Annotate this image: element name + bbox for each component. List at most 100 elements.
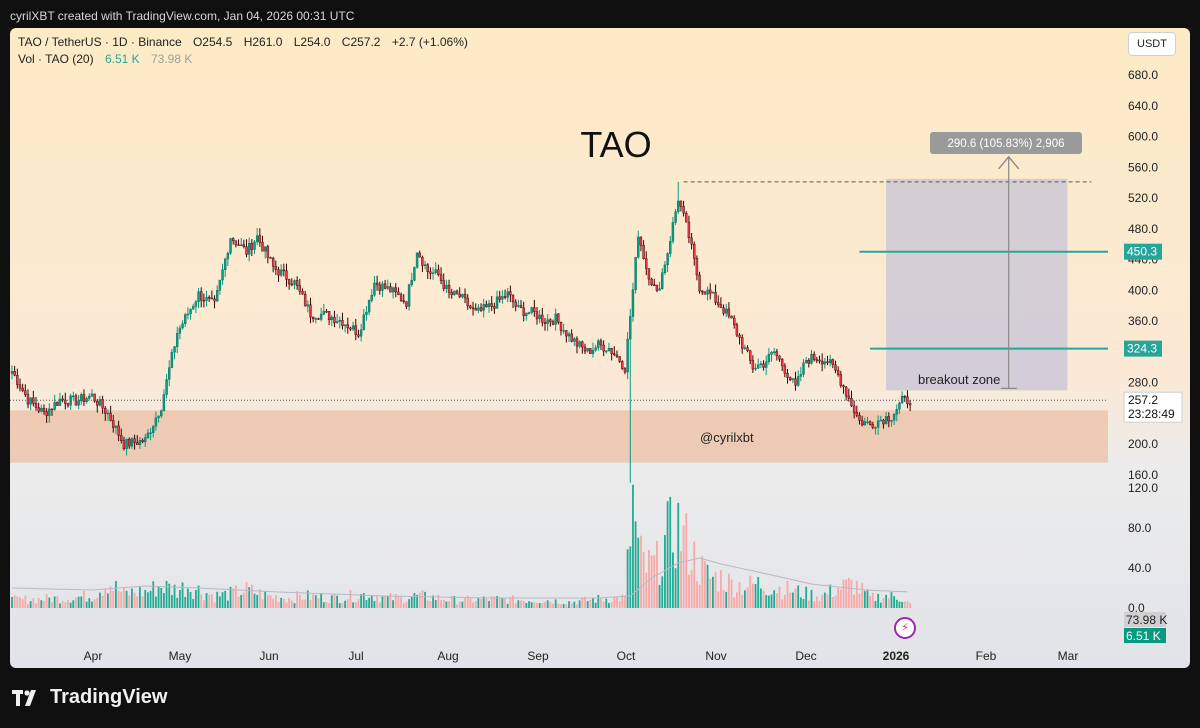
candle-body (780, 358, 784, 367)
x-axis-tick: Nov (705, 649, 726, 663)
candle-body (362, 314, 365, 330)
candle-body (229, 238, 232, 254)
volume-bar (855, 580, 858, 608)
candle-body (231, 238, 235, 241)
candle-body (621, 361, 624, 369)
volume-label[interactable]: Vol · TAO (20) (18, 52, 94, 66)
volume-bar (818, 600, 821, 608)
volume-bar (533, 602, 536, 608)
chart-panel[interactable]: 290.6 (105.83%) 2,906 breakout zone 680.0… (10, 28, 1190, 668)
volume-bar (903, 601, 906, 608)
volume-bar (266, 595, 269, 608)
candle-body (109, 412, 112, 421)
candle-body (866, 421, 869, 423)
volume-axis-tick: 80.0 (1128, 521, 1152, 535)
volume-axis-tick: 120.0 (1128, 481, 1158, 495)
volume-bar (418, 592, 421, 608)
volume-bar (592, 598, 594, 608)
candle-body (549, 319, 552, 322)
volume-bar (751, 583, 754, 608)
volume-bar (258, 589, 261, 608)
candle-body (679, 200, 683, 207)
volume-bar (13, 595, 16, 608)
candle-body (53, 402, 56, 410)
candle-body (749, 350, 752, 361)
volume-bar (490, 595, 493, 608)
volume-bar (658, 584, 661, 608)
candle-body (439, 274, 443, 281)
candle-body (216, 290, 219, 302)
volume-bar (568, 601, 570, 608)
candle-body (666, 253, 669, 266)
candle-body (298, 285, 302, 292)
candle-body (421, 256, 424, 266)
volume-bar (253, 593, 256, 608)
currency-button[interactable]: USDT (1128, 32, 1176, 56)
candle-body (397, 291, 400, 295)
candle-body (234, 240, 238, 245)
candle-body (301, 291, 304, 295)
volume-bar (394, 593, 397, 608)
volume-bar (581, 598, 584, 608)
volume-bar (834, 595, 837, 608)
volume-bar (181, 582, 184, 608)
lightning-icon[interactable]: ⚡ (894, 617, 916, 639)
volume-bar (99, 592, 101, 608)
volume-bar (312, 593, 315, 608)
candle-body (661, 272, 664, 289)
volume-ma-tag-bg (1124, 612, 1166, 627)
candle-body (703, 291, 707, 295)
candle-body (194, 301, 198, 307)
watermark-label: @cyrilxbt (700, 430, 754, 445)
candle-body (570, 333, 573, 342)
candle-body (828, 359, 832, 364)
candle-body (647, 268, 651, 280)
volume-bar (37, 597, 40, 608)
volume-bar (791, 592, 794, 608)
volume-bar (213, 602, 216, 608)
projection-box (886, 178, 1068, 391)
candle-body (34, 403, 38, 408)
chart-canvas[interactable]: 290.6 (105.83%) 2,906 breakout zone 680.0… (10, 28, 1190, 668)
volume-bar (754, 584, 757, 608)
volume-bar (799, 597, 802, 608)
volume-bar (155, 596, 157, 608)
volume-bar (733, 597, 736, 608)
volume-ma-tag-text: 73.98 K (1126, 613, 1167, 627)
candle-body (266, 246, 270, 258)
volume-bar (261, 599, 264, 608)
candle-body (772, 351, 776, 353)
volume-bar (346, 599, 349, 608)
volume-bar (629, 546, 632, 608)
volume-bar (136, 596, 139, 608)
volume-bar (786, 580, 789, 608)
volume-bar (123, 587, 125, 608)
candle-body (535, 311, 539, 320)
candle-body (45, 411, 48, 416)
volume-bar (605, 598, 608, 608)
candle-body (255, 235, 259, 243)
volume-bar (234, 585, 237, 608)
volume-bar (442, 599, 445, 608)
volume-bar (45, 594, 48, 608)
candle-body (669, 241, 672, 254)
candle-body (613, 353, 616, 356)
candle-body (807, 360, 811, 364)
candle-body (128, 438, 131, 447)
candle-body (860, 420, 864, 426)
candle-body (213, 298, 216, 302)
volume-bar (674, 568, 677, 608)
symbol-label[interactable]: TAO / TetherUS · 1D · Binance (18, 35, 182, 49)
volume-bar (546, 600, 549, 608)
volume-bar (96, 597, 99, 608)
candle-body (354, 325, 357, 335)
volume-bar (424, 591, 426, 608)
volume-bar (421, 590, 424, 608)
candle-body (378, 284, 381, 291)
chart-credit: cyrilXBT created with TradingView.com, J… (10, 9, 355, 23)
volume-bar (826, 594, 829, 608)
tradingview-brand[interactable]: TradingView (12, 686, 167, 709)
candle-body (359, 329, 363, 337)
volume-bar (272, 598, 275, 608)
candle-body (722, 307, 725, 314)
